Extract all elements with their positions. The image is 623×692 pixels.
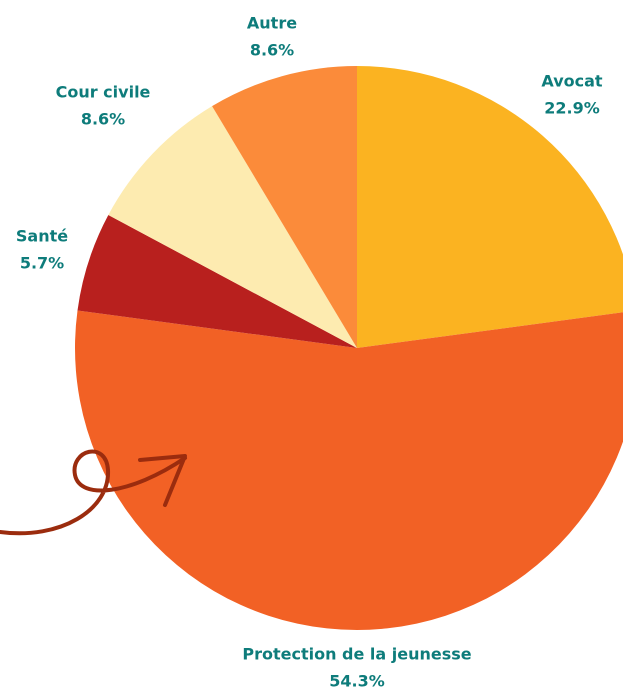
slice-label: Protection de la jeunesse [242, 645, 471, 664]
slice-label: Avocat [541, 72, 603, 91]
slice-value: 8.6% [81, 110, 125, 129]
slice-value: 22.9% [544, 99, 600, 118]
slice-label: Santé [16, 227, 68, 246]
slice-value: 54.3% [329, 672, 385, 691]
pie-slice [75, 310, 623, 630]
arrow-doodle [0, 449, 187, 536]
pie-slice [77, 214, 357, 348]
pie-slice [357, 66, 623, 348]
slice-label: Cour civile [56, 83, 151, 102]
pie-slice [108, 106, 357, 348]
pie [75, 66, 623, 630]
arrow-head [138, 454, 187, 507]
slice-value: 5.7% [20, 254, 64, 273]
pie-slice [212, 66, 357, 348]
slice-label: Autre [247, 14, 297, 33]
slice-value: 8.6% [250, 41, 294, 60]
